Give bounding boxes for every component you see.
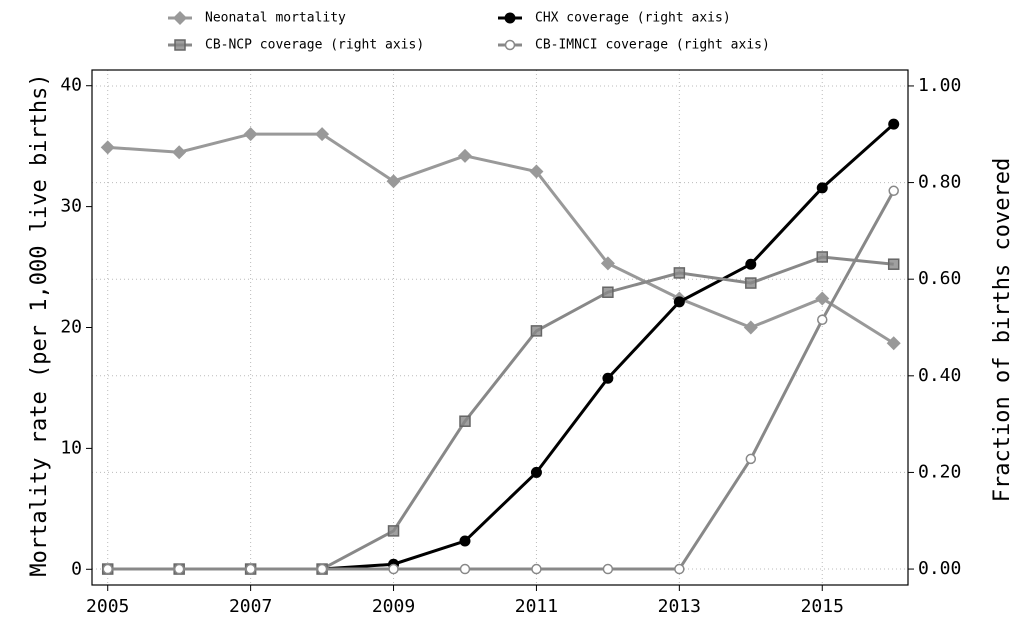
legend-label: Neonatal mortality <box>205 11 346 26</box>
series-line <box>107 122 895 571</box>
marker <box>459 535 471 547</box>
marker <box>173 11 187 25</box>
marker <box>745 258 757 270</box>
marker <box>530 325 543 337</box>
marker <box>816 182 828 194</box>
marker <box>173 563 185 575</box>
marker <box>816 251 829 263</box>
y2-tick-label: 0.20 <box>918 461 961 482</box>
marker <box>745 277 757 289</box>
marker <box>673 267 686 279</box>
y-tick-label: 30 <box>60 196 82 217</box>
marker <box>388 563 399 575</box>
y2-tick-label: 0.00 <box>918 558 961 579</box>
x-tick-label: 2011 <box>515 596 558 617</box>
marker <box>887 258 900 270</box>
marker <box>815 291 830 306</box>
legend-label: CB-NCP coverage (right axis) <box>205 38 424 53</box>
x-tick-label: 2013 <box>658 596 701 617</box>
marker <box>886 336 901 351</box>
marker <box>602 372 614 384</box>
marker <box>386 174 401 189</box>
legend-label: CHX coverage (right axis) <box>535 11 731 26</box>
marker <box>531 563 542 575</box>
marker <box>817 314 828 326</box>
y-tick-label: 0 <box>71 558 82 579</box>
marker <box>529 164 544 179</box>
x-tick-label: 2015 <box>801 596 844 617</box>
marker <box>315 127 330 142</box>
marker <box>245 563 256 575</box>
marker <box>172 145 187 160</box>
marker <box>530 466 542 478</box>
marker <box>243 127 258 142</box>
marker <box>504 39 516 51</box>
marker <box>316 563 328 575</box>
marker <box>102 563 113 575</box>
marker <box>457 148 472 163</box>
y-tick-label: 20 <box>60 317 82 338</box>
y-tick-label: 10 <box>60 437 82 458</box>
marker <box>602 286 614 298</box>
series-line <box>107 190 896 571</box>
marker <box>100 140 115 155</box>
marker <box>504 12 516 24</box>
marker <box>673 296 685 308</box>
y-axis-title: Mortality rate (per 1,000 live births) <box>27 73 52 576</box>
y2-tick-label: 0.80 <box>918 172 961 193</box>
x-tick-label: 2005 <box>86 596 129 617</box>
y2-tick-label: 0.40 <box>918 365 961 386</box>
y2-axis-title: Fraction of births covered <box>990 158 1014 502</box>
y2-tick-label: 1.00 <box>918 75 961 96</box>
series-line <box>107 132 895 345</box>
y-tick-label: 40 <box>60 75 82 96</box>
marker <box>888 118 900 130</box>
marker <box>602 563 614 575</box>
marker <box>600 256 615 271</box>
marker <box>387 525 400 537</box>
x-tick-label: 2007 <box>229 596 272 617</box>
marker <box>459 415 471 427</box>
marker <box>674 563 685 575</box>
y2-tick-label: 0.60 <box>918 268 961 289</box>
marker <box>174 39 186 51</box>
marker <box>743 320 758 335</box>
marker <box>888 185 899 197</box>
x-tick-label: 2009 <box>372 596 415 617</box>
marker <box>459 563 471 575</box>
marker <box>745 453 757 465</box>
legend-label: CB-IMNCI coverage (right axis) <box>535 38 770 53</box>
